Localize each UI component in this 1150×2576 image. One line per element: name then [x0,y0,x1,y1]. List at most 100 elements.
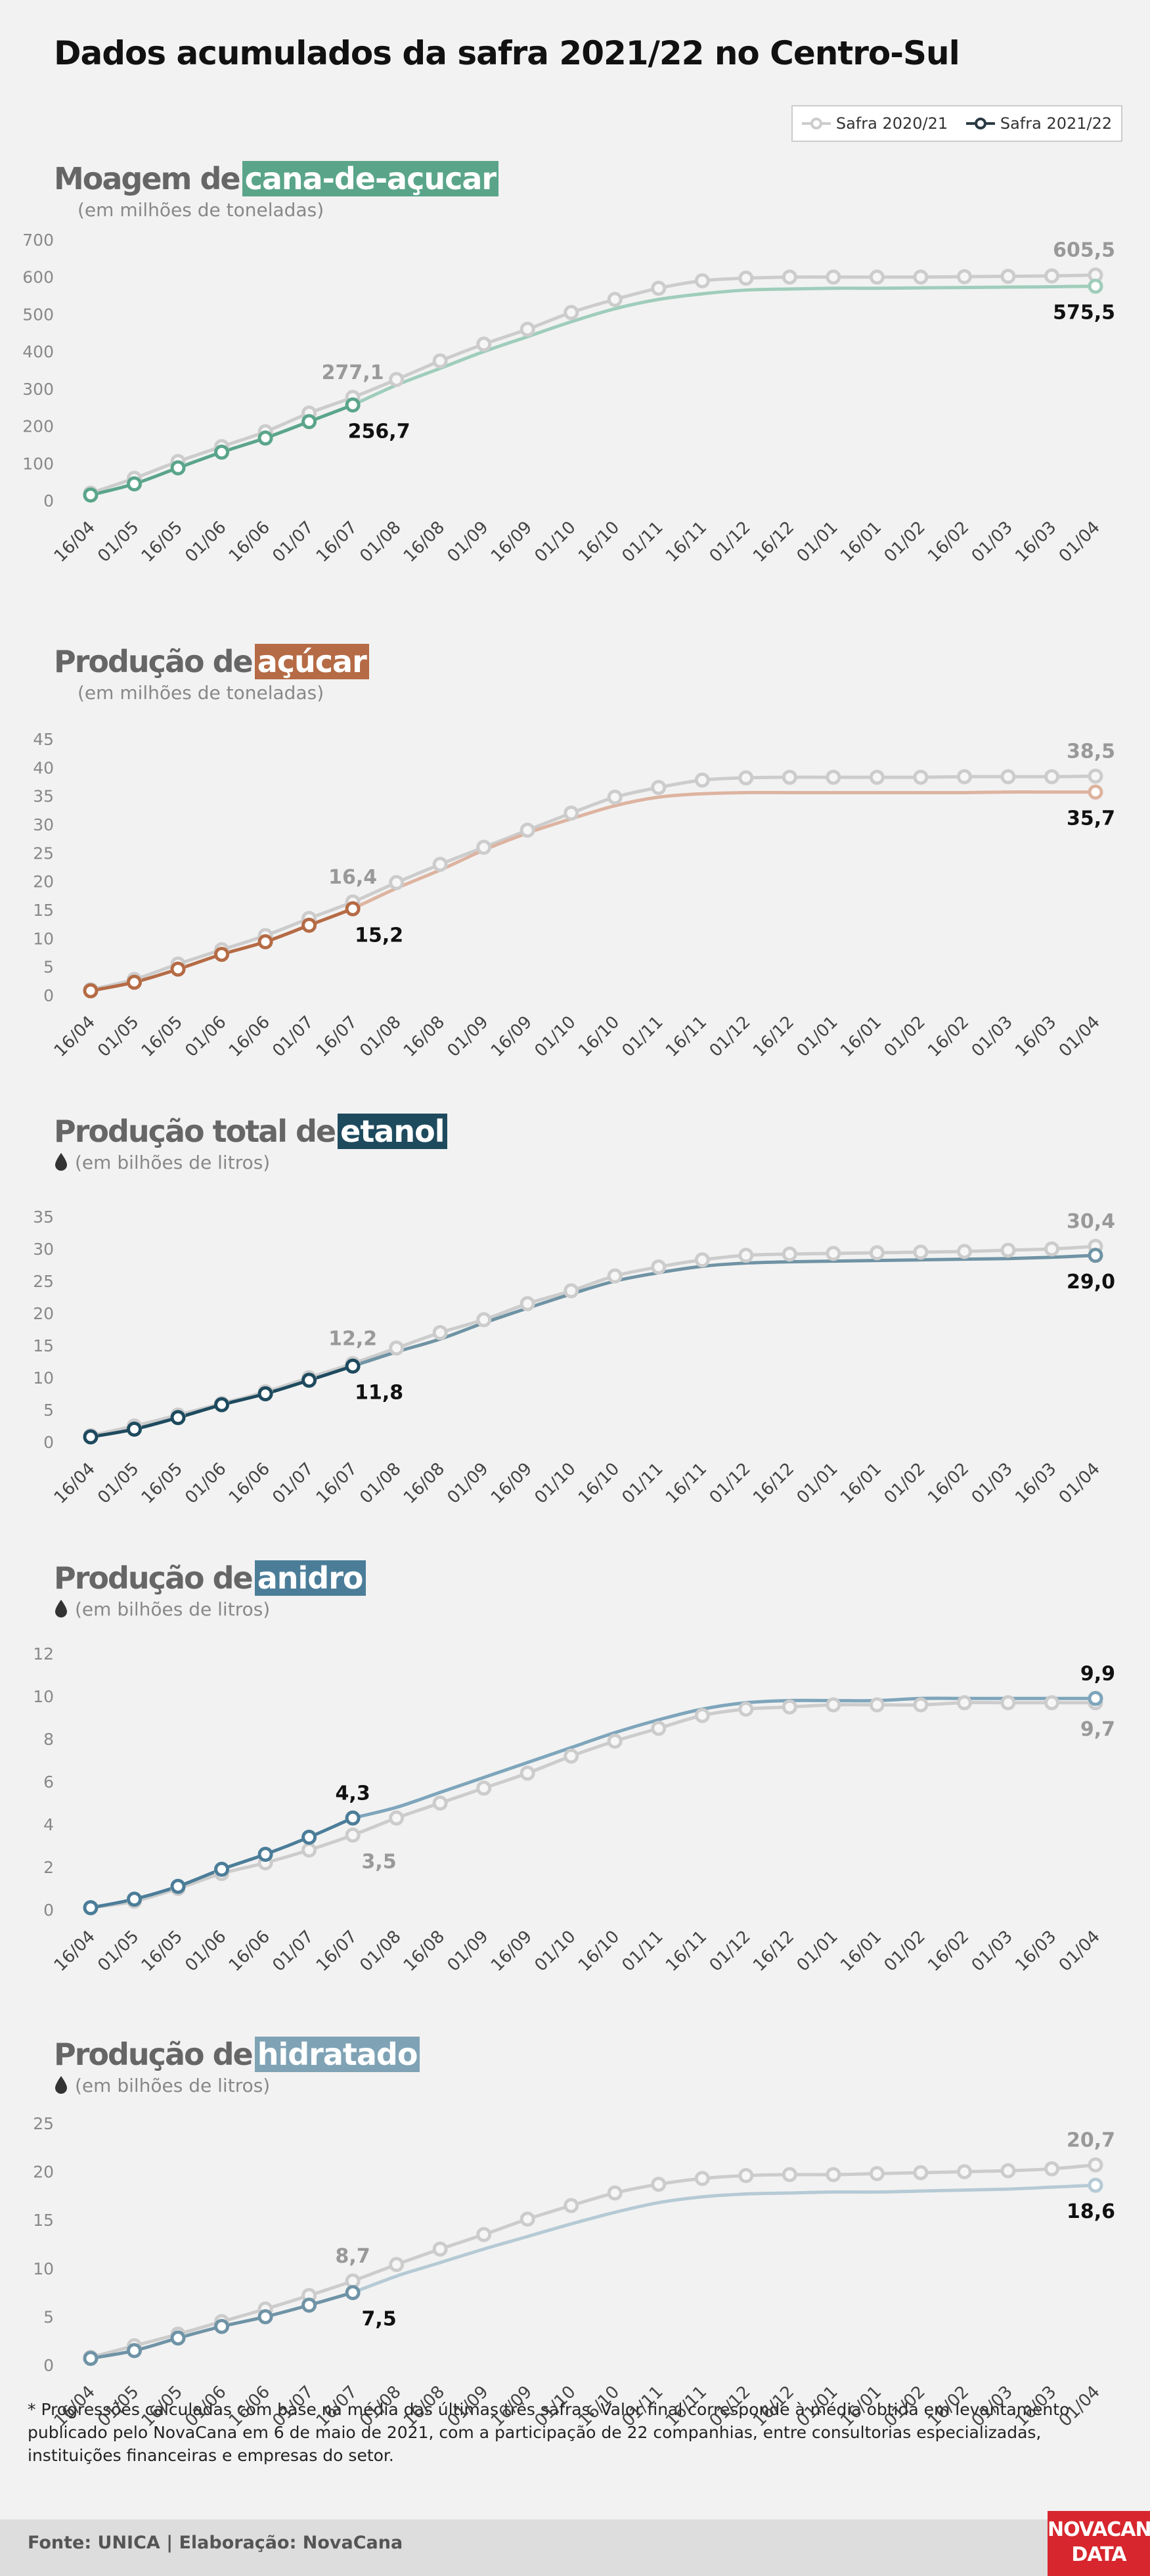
y-tick-label: 15 [33,901,54,920]
data-label: 4,3 [336,1782,370,1805]
chart: 0 5 10 15 20 25 16/0401/0516/0501/0616/0601/07… [33,2114,1115,2431]
marker [389,372,405,388]
x-tick-label: 01/04 [1055,1012,1104,1061]
legend-entry: Safra 2021/22 [965,114,1112,133]
subtitle-text: (em bilhões de litros) [75,1598,271,1620]
x-tick-label: 01/06 [181,1012,230,1061]
chart-subtitle: (em bilhões de litros) [54,2075,270,2096]
chart: 05101520253035404516/0401/0516/0501/0616… [33,730,1115,1061]
legend-marker [974,118,986,129]
marker [1088,1248,1103,1263]
drop-icon [55,2076,67,2094]
marker [83,2351,99,2366]
marker [738,1702,754,1717]
data-label: 277,1 [322,361,384,384]
marker [956,269,972,284]
marker [564,1283,579,1299]
x-tick-label: 01/04 [1055,1927,1104,1976]
marker [826,269,841,285]
marker [1088,768,1103,784]
chart-title-prefix: Produção total de [54,1114,336,1149]
legend-icon [965,118,995,129]
marker [738,1248,754,1263]
marker [345,1358,361,1374]
projection-line [352,790,1095,911]
chart-title-highlight: cana-de-açucar [242,161,499,196]
marker [214,2318,230,2334]
y-tick-label: 10 [33,1687,54,1706]
chart-subtitle: (em milhões de toneladas) [77,199,324,221]
y-tick-label: 15 [33,1336,54,1355]
marker [257,1386,273,1401]
marker [257,2309,273,2324]
x-tick-label: 16/12 [749,1459,798,1508]
chart-subtitle: (em bilhões de litros) [54,1598,270,1620]
chart-title-highlight: etanol [338,1114,447,1149]
marker [826,1246,841,1261]
marker [520,321,535,337]
x-tick-label: 16/06 [225,1012,274,1061]
x-tick-label: 16/07 [313,1459,361,1508]
marker [257,1847,273,1862]
marker [476,840,492,855]
x-tick-label: 01/01 [793,518,842,566]
marker [127,974,143,990]
x-tick-label: 01/12 [706,1927,755,1976]
x-tick-label: 16/04 [51,2382,99,2431]
x-tick-label: 01/10 [531,2382,579,2431]
main-title: Dados acumulados da safra 2021/22 no Cen… [54,34,960,72]
footer-bar [0,2520,1150,2576]
drop-shape [55,2076,67,2094]
x-tick-label: 16/02 [924,518,973,566]
marker [651,2177,667,2192]
marker [345,901,361,916]
marker [214,1861,230,1877]
x-tick-label: 01/08 [356,1927,405,1976]
x-tick-label: 16/07 [313,1927,361,1976]
chart: 010020030040050060070016/0401/0516/0501/… [22,231,1115,566]
x-tick-label: 16/09 [487,1927,536,1976]
x-tick-label: 16/03 [1011,1012,1060,1061]
marker [1044,1695,1059,1711]
x-tick-label: 16/02 [924,1459,973,1508]
marker [782,769,797,785]
data-label: 9,7 [1080,1718,1115,1741]
marker [607,292,623,307]
x-tick-label: 01/10 [531,1927,579,1976]
x-tick-label: 16/09 [487,518,536,566]
projection-line [352,1696,1095,1820]
marker [956,769,972,784]
x-tick-label: 16/02 [924,1012,973,1061]
marker [738,270,754,286]
marker [345,397,361,413]
marker [956,1695,972,1711]
drop-icon [55,1153,67,1171]
x-tick-label: 01/01 [793,1927,842,1976]
y-tick-label: 10 [33,1368,54,1388]
marker [869,769,885,785]
x-tick-label: 01/06 [181,1927,230,1976]
x-tick-label: 01/05 [94,518,143,566]
x-tick-label: 01/11 [619,2382,667,2431]
marker [607,1733,623,1749]
chart-title: Moagem de cana-de-açucar [54,161,499,196]
logo: NOVACANADATA [1048,2511,1150,2576]
chart: 02468101216/0401/0516/0501/0616/0601/071… [33,1644,1115,1976]
x-tick-label: 01/08 [356,1012,405,1061]
chart-title: Produção total de etanol [54,1114,447,1149]
x-tick-label: 01/02 [881,518,929,566]
x-tick-label: 16/12 [749,1927,798,1976]
marker [214,1397,230,1412]
x-tick-label: 16/09 [487,2382,536,2431]
x-tick-label: 16/11 [662,1459,711,1508]
marker [520,823,535,838]
projection-line [352,2183,1096,2294]
marker [170,1410,186,1426]
x-tick-label: 01/09 [443,1927,492,1976]
marker [476,2226,492,2242]
marker [869,1697,885,1713]
x-tick-label: 16/11 [662,2382,711,2431]
x-tick-label: 16/05 [138,1927,187,1976]
marker [83,983,99,999]
